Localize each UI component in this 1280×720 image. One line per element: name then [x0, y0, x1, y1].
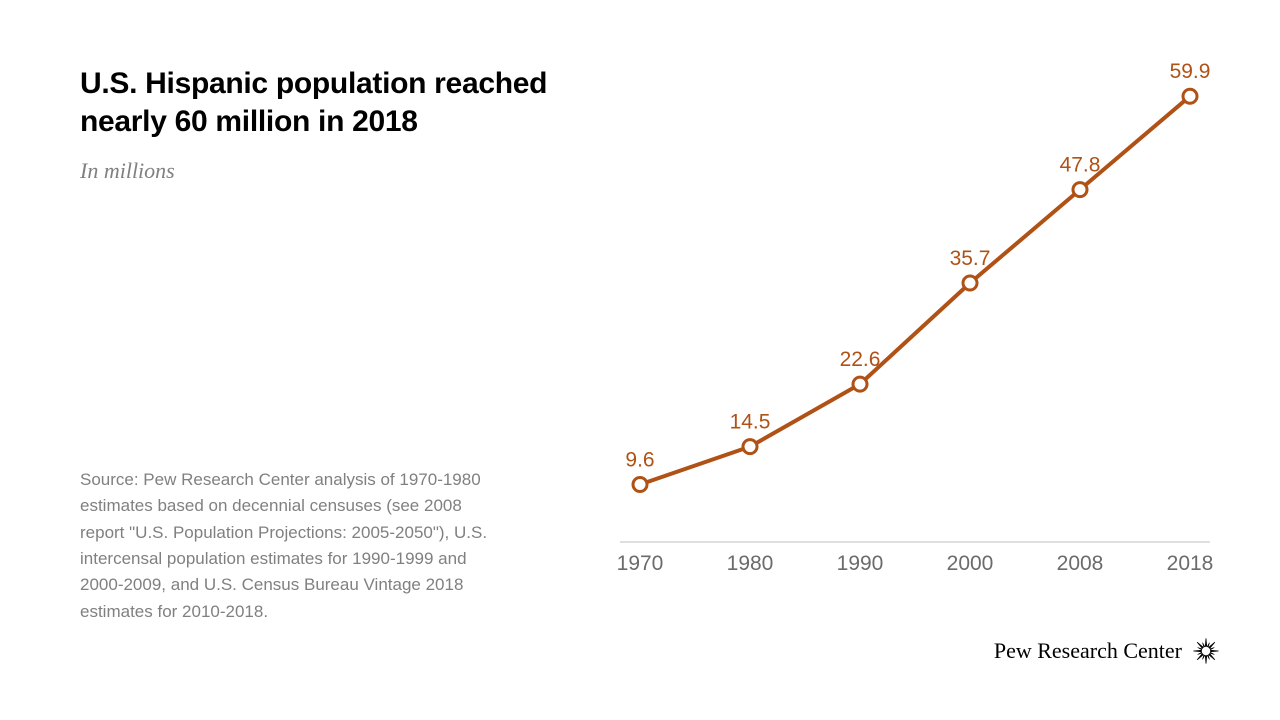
svg-text:22.6: 22.6	[840, 348, 881, 371]
attribution-text: Pew Research Center	[994, 638, 1182, 664]
svg-text:2018: 2018	[1167, 552, 1214, 575]
pew-logo-icon	[1192, 637, 1220, 665]
chart-title: U.S. Hispanic population reached nearly …	[80, 65, 560, 140]
svg-text:1990: 1990	[837, 552, 884, 575]
source-note: Source: Pew Research Center analysis of …	[80, 467, 510, 625]
attribution: Pew Research Center	[994, 637, 1220, 665]
svg-text:9.6: 9.6	[625, 448, 654, 471]
svg-text:1970: 1970	[617, 552, 664, 575]
svg-text:35.7: 35.7	[950, 247, 991, 270]
svg-text:2000: 2000	[947, 552, 994, 575]
svg-text:2008: 2008	[1057, 552, 1104, 575]
svg-text:47.8: 47.8	[1060, 154, 1101, 177]
line-chart: 9.6 1970 14.5 1980 22.6 1990 35.7 2000 47.8 2008 5…	[600, 40, 1220, 600]
svg-text:14.5: 14.5	[730, 411, 771, 434]
svg-text:1980: 1980	[727, 552, 774, 575]
svg-text:59.9: 59.9	[1170, 60, 1211, 83]
